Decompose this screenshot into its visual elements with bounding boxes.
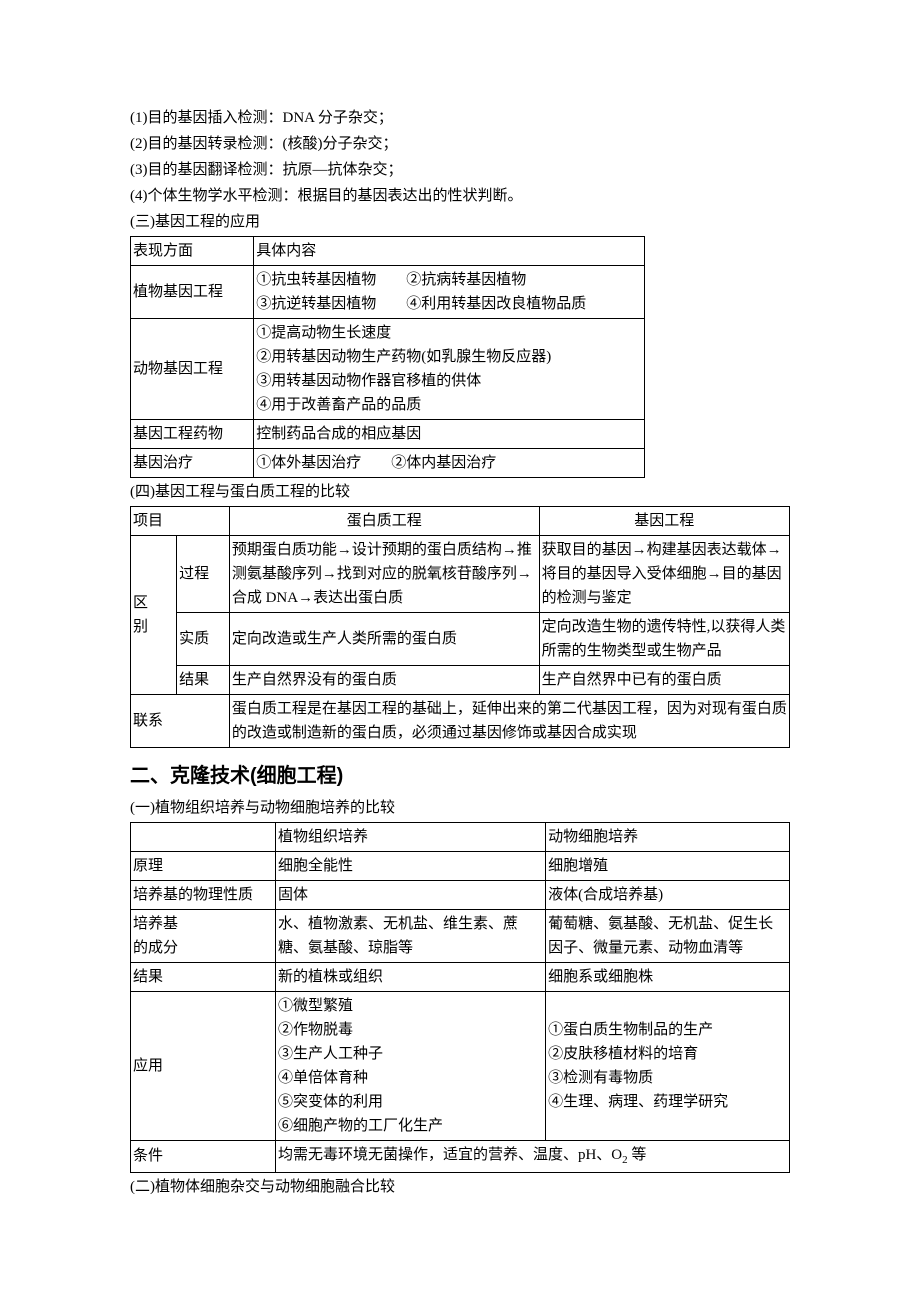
table-row: 应用 ①微型繁殖 ②作物脱毒 ③生产人工种子 ④单倍体育种 ⑤突变体的利用 ⑥细… bbox=[131, 992, 790, 1141]
table-row: 实质 定向改造或生产人类所需的蛋白质 定向改造生物的遗传特性,以获得人类所需的生… bbox=[131, 613, 790, 666]
table-row: 动物基因工程 ①提高动物生长速度 ②用转基因动物生产药物(如乳腺生物反应器) ③… bbox=[131, 319, 645, 420]
table-header-aspect: 表现方面 bbox=[131, 237, 254, 266]
detection-line-4: (4)个体生物学水平检测：根据目的基因表达出的性状判断。 bbox=[130, 184, 790, 208]
plant-vs-animal-culture-table: 植物组织培养 动物细胞培养 原理 细胞全能性 细胞增殖 培养基的物理性质 固体 … bbox=[130, 822, 790, 1173]
subsection-2-1-heading: (一)植物组织培养与动物细胞培养的比较 bbox=[130, 796, 790, 820]
detection-line-3: (3)目的基因翻译检测：抗原—抗体杂交； bbox=[130, 158, 790, 182]
condition-suffix: 等 bbox=[628, 1147, 647, 1163]
cell-diff-label: 区 别 bbox=[131, 536, 177, 695]
header-protein: 蛋白质工程 bbox=[229, 507, 539, 536]
subsection-4-heading: (四)基因工程与蛋白质工程的比较 bbox=[130, 480, 790, 504]
cell-result-label: 结果 bbox=[177, 666, 230, 695]
table-header-content: 具体内容 bbox=[254, 237, 645, 266]
table-row: 结果 生产自然界没有的蛋白质 生产自然界中已有的蛋白质 bbox=[131, 666, 790, 695]
table-row: 培养基 的成分 水、植物激素、无机盐、维生素、蔗糖、氨基酸、琼脂等 葡萄糖、氨基… bbox=[131, 910, 790, 963]
subsection-2-2-heading: (二)植物体细胞杂交与动物细胞融合比较 bbox=[130, 1175, 790, 1199]
table-row: 植物组织培养 动物细胞培养 bbox=[131, 823, 790, 852]
cell-result-protein: 生产自然界没有的蛋白质 bbox=[229, 666, 539, 695]
condition-prefix: 均需无毒环境无菌操作，适宜的营养、温度、pH、O bbox=[278, 1147, 622, 1163]
cell-result-label: 结果 bbox=[131, 963, 276, 992]
cell-process-protein: 预期蛋白质功能→设计预期的蛋白质结构→推测氨基酸序列→找到对应的脱氧核苷酸序列→… bbox=[229, 536, 539, 613]
cell-medium-phys-animal: 液体(合成培养基) bbox=[546, 881, 790, 910]
detection-line-1: (1)目的基因插入检测：DNA 分子杂交； bbox=[130, 106, 790, 130]
cell-application-label: 应用 bbox=[131, 992, 276, 1141]
table-row: 原理 细胞全能性 细胞增殖 bbox=[131, 852, 790, 881]
cell-condition-label: 条件 bbox=[131, 1141, 276, 1173]
table-row: 联系 蛋白质工程是在基因工程的基础上，延伸出来的第二代基因工程，因为对现有蛋白质… bbox=[131, 695, 790, 748]
cell-application-animal: ①蛋白质生物制品的生产 ②皮肤移植材料的培育 ③检测有毒物质 ④生理、病理、药理… bbox=[546, 992, 790, 1141]
header-empty bbox=[131, 823, 276, 852]
gene-engineering-application-table: 表现方面 具体内容 植物基因工程 ①抗虫转基因植物 ②抗病转基因植物 ③抗逆转基… bbox=[130, 236, 645, 478]
cell-drug: 基因工程药物 bbox=[131, 420, 254, 449]
table-row: 基因治疗 ①体外基因治疗 ②体内基因治疗 bbox=[131, 449, 645, 478]
cell-link-content: 蛋白质工程是在基因工程的基础上，延伸出来的第二代基因工程，因为对现有蛋白质的改造… bbox=[229, 695, 789, 748]
cell-medium-comp-label: 培养基 的成分 bbox=[131, 910, 276, 963]
header-gene: 基因工程 bbox=[539, 507, 789, 536]
table-row: 培养基的物理性质 固体 液体(合成培养基) bbox=[131, 881, 790, 910]
cell-process-label: 过程 bbox=[177, 536, 230, 613]
header-plant-culture: 植物组织培养 bbox=[275, 823, 545, 852]
subsection-3-heading: (三)基因工程的应用 bbox=[130, 210, 790, 234]
header-item: 项目 bbox=[131, 507, 230, 536]
section-2-title: 二、克隆技术(细胞工程) bbox=[130, 760, 790, 792]
cell-medium-comp-plant: 水、植物激素、无机盐、维生素、蔗糖、氨基酸、琼脂等 bbox=[275, 910, 545, 963]
cell-animal-content: ①提高动物生长速度 ②用转基因动物生产药物(如乳腺生物反应器) ③用转基因动物作… bbox=[254, 319, 645, 420]
table-row: 条件 均需无毒环境无菌操作，适宜的营养、温度、pH、O2 等 bbox=[131, 1141, 790, 1173]
cell-medium-phys-label: 培养基的物理性质 bbox=[131, 881, 276, 910]
cell-condition-content: 均需无毒环境无菌操作，适宜的营养、温度、pH、O2 等 bbox=[275, 1141, 789, 1173]
cell-application-plant: ①微型繁殖 ②作物脱毒 ③生产人工种子 ④单倍体育种 ⑤突变体的利用 ⑥细胞产物… bbox=[275, 992, 545, 1141]
cell-link-label: 联系 bbox=[131, 695, 230, 748]
header-animal-culture: 动物细胞培养 bbox=[546, 823, 790, 852]
cell-essence-protein: 定向改造或生产人类所需的蛋白质 bbox=[229, 613, 539, 666]
cell-medium-phys-plant: 固体 bbox=[275, 881, 545, 910]
cell-result-gene: 生产自然界中已有的蛋白质 bbox=[539, 666, 789, 695]
protein-vs-gene-table: 项目 蛋白质工程 基因工程 区 别 过程 预期蛋白质功能→设计预期的蛋白质结构→… bbox=[130, 506, 790, 748]
cell-therapy: 基因治疗 bbox=[131, 449, 254, 478]
table-row: 区 别 过程 预期蛋白质功能→设计预期的蛋白质结构→推测氨基酸序列→找到对应的脱… bbox=[131, 536, 790, 613]
cell-medium-comp-animal: 葡萄糖、氨基酸、无机盐、促生长因子、微量元素、动物血清等 bbox=[546, 910, 790, 963]
table-row: 基因工程药物 控制药品合成的相应基因 bbox=[131, 420, 645, 449]
table-row: 项目 蛋白质工程 基因工程 bbox=[131, 507, 790, 536]
cell-principle-plant: 细胞全能性 bbox=[275, 852, 545, 881]
table-row: 结果 新的植株或组织 细胞系或细胞株 bbox=[131, 963, 790, 992]
detection-line-2: (2)目的基因转录检测：(核酸)分子杂交； bbox=[130, 132, 790, 156]
cell-essence-gene: 定向改造生物的遗传特性,以获得人类所需的生物类型或生物产品 bbox=[539, 613, 789, 666]
cell-plant-content: ①抗虫转基因植物 ②抗病转基因植物 ③抗逆转基因植物 ④利用转基因改良植物品质 bbox=[254, 266, 645, 319]
cell-essence-label: 实质 bbox=[177, 613, 230, 666]
cell-plant: 植物基因工程 bbox=[131, 266, 254, 319]
cell-drug-content: 控制药品合成的相应基因 bbox=[254, 420, 645, 449]
table-row: 植物基因工程 ①抗虫转基因植物 ②抗病转基因植物 ③抗逆转基因植物 ④利用转基因… bbox=[131, 266, 645, 319]
cell-process-gene: 获取目的基因→构建基因表达载体→将目的基因导入受体细胞→目的基因的检测与鉴定 bbox=[539, 536, 789, 613]
cell-result-plant: 新的植株或组织 bbox=[275, 963, 545, 992]
cell-principle-animal: 细胞增殖 bbox=[546, 852, 790, 881]
cell-animal: 动物基因工程 bbox=[131, 319, 254, 420]
table-row: 表现方面 具体内容 bbox=[131, 237, 645, 266]
cell-therapy-content: ①体外基因治疗 ②体内基因治疗 bbox=[254, 449, 645, 478]
cell-result-animal: 细胞系或细胞株 bbox=[546, 963, 790, 992]
cell-principle-label: 原理 bbox=[131, 852, 276, 881]
